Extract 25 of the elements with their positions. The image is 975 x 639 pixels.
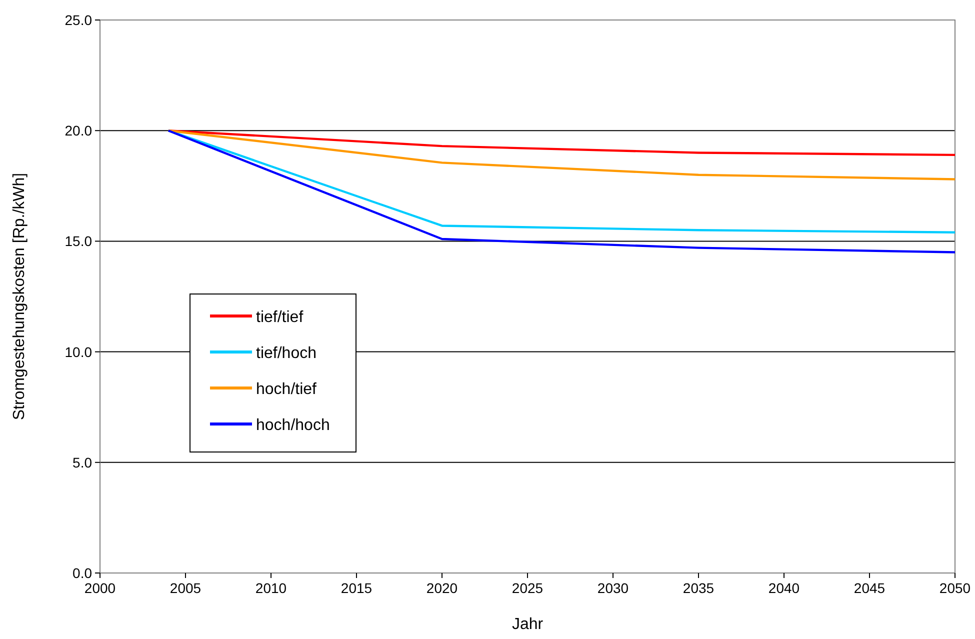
x-tick-label: 2020 [426,580,458,596]
y-tick-label: 5.0 [72,454,92,470]
x-tick-label: 2005 [170,580,202,596]
y-tick-label: 0.0 [72,565,92,581]
legend-label: tief/tief [256,309,304,326]
x-tick-label: 2040 [768,580,800,596]
legend-label: hoch/hoch [256,417,330,434]
y-tick-label: 25.0 [64,12,92,28]
y-axis-title: Stromgestehungskosten [Rp./kWh] [11,172,28,420]
x-tick-label: 2010 [255,580,287,596]
x-tick-label: 2000 [84,580,116,596]
x-tick-label: 2025 [512,580,544,596]
x-tick-label: 2035 [682,580,714,596]
legend-label: hoch/tief [256,381,318,398]
y-tick-label: 20.0 [64,122,92,139]
y-tick-label: 15.0 [64,233,92,250]
x-tick-label: 2030 [597,580,629,596]
x-tick-label: 2050 [939,580,971,596]
x-axis-title: Jahr [512,616,544,633]
x-tick-label: 2015 [340,580,372,596]
line-series [167,130,956,254]
x-tick-label: 2045 [854,580,886,596]
y-tick-label: 10.0 [64,344,92,360]
legend-label: tief/hoch [256,345,316,362]
line-series [167,130,956,180]
